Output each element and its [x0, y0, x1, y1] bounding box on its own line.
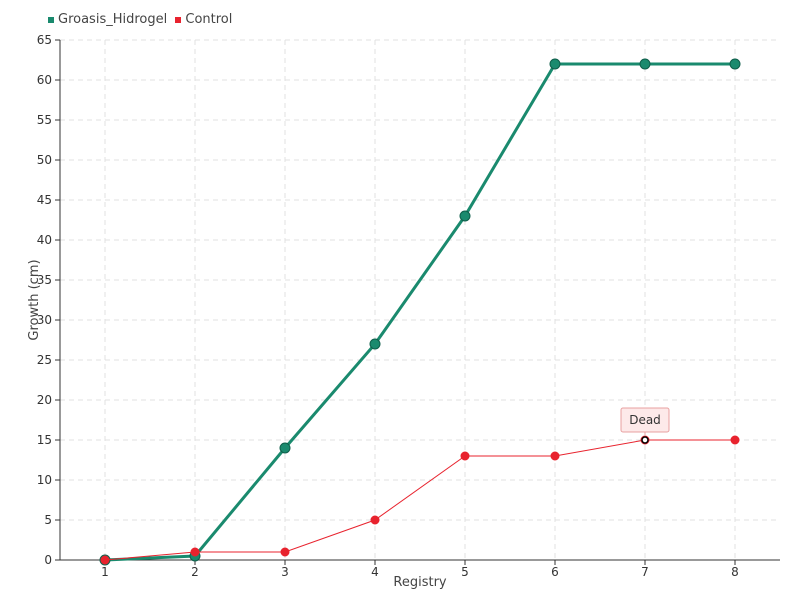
- x-tick-label: 3: [281, 565, 289, 579]
- data-point-control: [100, 555, 110, 565]
- y-tick-label: 50: [37, 153, 52, 167]
- y-axis-label: Growth (cm): [27, 259, 42, 340]
- data-point-groasis: [369, 338, 381, 350]
- y-tick-label: 60: [37, 73, 52, 87]
- x-tick-label: 2: [191, 565, 199, 579]
- data-point-groasis: [639, 58, 651, 70]
- y-tick-label: 15: [37, 433, 52, 447]
- x-tick-label: 4: [371, 565, 379, 579]
- data-point-groasis: [279, 442, 291, 454]
- y-tick-label: 10: [37, 473, 52, 487]
- y-tick-label: 40: [37, 233, 52, 247]
- data-point-control: [460, 451, 470, 461]
- annotation-box: [620, 407, 670, 433]
- x-tick-label: 8: [731, 565, 739, 579]
- data-point-control: [190, 547, 200, 557]
- x-tick-label: 1: [101, 565, 109, 579]
- x-tick-label: 5: [461, 565, 469, 579]
- legend-item-control[interactable]: Control: [175, 12, 232, 27]
- data-point-control: [370, 515, 380, 525]
- data-point-groasis: [549, 58, 561, 70]
- data-point-control: [280, 547, 290, 557]
- y-tick-label: 30: [37, 313, 52, 327]
- y-tick-label: 5: [44, 513, 52, 527]
- series-line-groasis: [104, 62, 735, 562]
- annotation-label: Dead: [629, 413, 661, 427]
- data-point-groasis: [729, 58, 741, 70]
- data-point-groasis: [459, 210, 471, 222]
- y-tick-label: 25: [37, 353, 52, 367]
- annotation-marker: [641, 436, 649, 444]
- legend-label-groasis: Groasis_Hidrogel: [58, 12, 168, 27]
- legend-swatch-control: [175, 16, 182, 23]
- legend-label-control: Control: [185, 12, 233, 27]
- y-tick-label: 45: [37, 193, 52, 207]
- x-axis-label: Registry: [393, 575, 447, 590]
- y-tick-label: 55: [37, 113, 52, 127]
- legend-item-groasis[interactable]: Groasis_Hidrogel: [48, 12, 171, 27]
- data-point-control: [550, 451, 560, 461]
- x-tick-label: 6: [551, 565, 559, 579]
- x-tick-label: 7: [641, 565, 649, 579]
- y-tick-label: 0: [44, 553, 52, 567]
- y-tick-label: 65: [37, 33, 52, 47]
- legend-swatch-groasis: [48, 16, 54, 23]
- legend: Groasis_Hidrogel Control: [48, 12, 236, 27]
- data-point-control: [730, 435, 740, 445]
- y-tick-label: 20: [37, 393, 52, 407]
- series-line-control: [104, 439, 735, 561]
- y-tick-label: 35: [37, 273, 52, 287]
